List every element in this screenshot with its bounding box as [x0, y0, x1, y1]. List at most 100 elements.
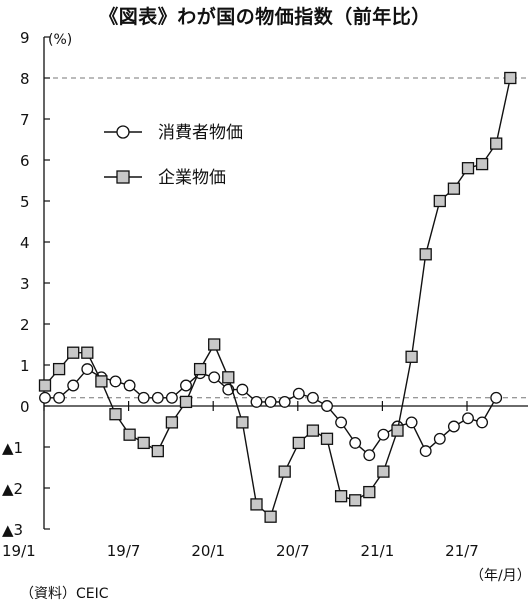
- data-point-square: [292, 436, 305, 450]
- data-point-circle: [405, 416, 418, 429]
- data-point-square: [179, 395, 193, 409]
- data-point-circle: [306, 391, 319, 404]
- data-point-circle: [81, 363, 94, 376]
- y-tick-label: 1: [20, 357, 30, 375]
- data-point-circle: [349, 436, 362, 449]
- data-point-square: [236, 416, 249, 429]
- data-point-circle: [180, 379, 192, 392]
- x-tick-label: 21/1: [361, 542, 395, 560]
- data-point-circle: [250, 395, 263, 408]
- data-point-circle: [377, 428, 390, 441]
- data-point-circle: [208, 371, 221, 384]
- y-tick-label: ▲3: [2, 521, 23, 539]
- data-point-square: [433, 194, 446, 208]
- x-tick-label: 19/7: [107, 542, 141, 560]
- data-point-square: [123, 428, 136, 441]
- data-point-square: [67, 346, 80, 359]
- x-tick-label: 21/7: [445, 542, 479, 560]
- data-point-square: [461, 162, 475, 175]
- data-point-circle: [462, 412, 474, 425]
- data-point-circle: [278, 395, 291, 408]
- data-point-square: [109, 408, 122, 421]
- data-point-circle: [137, 391, 150, 404]
- data-point-circle: [433, 432, 446, 445]
- y-axis-ticks: 9 8 7 6 5 4 3 2 1 0 ▲1 ▲2 ▲3: [2, 29, 50, 539]
- data-point-square: [165, 416, 179, 429]
- data-point-circle: [335, 416, 348, 429]
- data-point-circle: [490, 391, 503, 404]
- data-point-square: [222, 371, 235, 384]
- legend-marker-circle: [116, 125, 130, 139]
- data-point-circle: [165, 391, 178, 404]
- y-tick-label: 2: [20, 316, 30, 334]
- legend-marker-square: [116, 170, 130, 184]
- y-axis-unit: (%): [48, 32, 72, 48]
- data-point-square: [334, 490, 348, 503]
- y-tick-label: 4: [20, 234, 30, 252]
- data-point-circle: [67, 379, 80, 392]
- data-point-circle: [292, 387, 305, 400]
- x-axis-unit: （年/月）: [470, 568, 530, 584]
- series-cpi: [39, 363, 503, 462]
- series-line-1: [44, 77, 511, 518]
- data-point-square: [320, 432, 334, 445]
- y-tick-label: 5: [20, 193, 30, 211]
- data-point-square: [278, 465, 291, 478]
- reference-lines: [44, 77, 528, 399]
- data-point-circle: [109, 375, 122, 388]
- x-tick-label: 20/7: [276, 542, 310, 560]
- axes: [43, 37, 528, 529]
- data-point-square: [95, 375, 108, 388]
- y-tick-label: 7: [20, 111, 30, 129]
- source-note: （資料）CEIC: [20, 586, 109, 602]
- data-point-square: [504, 71, 517, 85]
- x-tick-label: 19/1: [2, 542, 36, 560]
- data-point-square: [52, 362, 66, 376]
- y-tick-label: 3: [20, 275, 30, 293]
- data-point-square: [151, 444, 164, 458]
- data-point-circle: [476, 416, 489, 429]
- legend-label: 消費者物価: [158, 123, 243, 143]
- y-tick-label: ▲2: [2, 480, 23, 498]
- data-point-square: [377, 465, 390, 478]
- data-point-circle: [447, 420, 460, 433]
- series-layer: [38, 71, 517, 523]
- data-point-square: [419, 248, 432, 261]
- x-axis-ticks: 19/1 19/7 20/1 20/7 21/1 21/7: [2, 401, 479, 560]
- data-point-square: [193, 362, 207, 376]
- data-point-square: [38, 379, 52, 392]
- y-tick-label: 8: [20, 70, 30, 88]
- y-tick-label: ▲1: [2, 439, 23, 457]
- data-point-square: [363, 485, 376, 499]
- chart-title: 《図表》わが国の物価指数（前年比）: [99, 6, 431, 28]
- data-point-square: [306, 424, 320, 437]
- data-point-circle: [264, 395, 277, 408]
- data-point-square: [208, 338, 221, 351]
- data-point-square: [490, 137, 503, 150]
- data-point-circle: [151, 391, 164, 404]
- data-point-square: [475, 157, 489, 171]
- data-point-square: [349, 494, 362, 507]
- data-point-circle: [236, 383, 249, 396]
- series-cgpi: [38, 71, 517, 523]
- data-point-square: [405, 350, 418, 363]
- data-point-square: [447, 182, 461, 195]
- data-point-square: [264, 510, 277, 523]
- data-point-circle: [419, 445, 432, 458]
- y-tick-label: 0: [20, 398, 30, 416]
- data-point-circle: [363, 449, 376, 462]
- data-point-circle: [39, 391, 51, 404]
- legend-label: 企業物価: [158, 168, 226, 188]
- data-point-circle: [321, 400, 333, 412]
- data-point-circle: [53, 391, 66, 404]
- data-point-square: [137, 436, 150, 450]
- data-point-circle: [123, 379, 136, 392]
- data-point-square: [81, 346, 94, 359]
- y-tick-label: 9: [20, 29, 30, 47]
- x-tick-label: 20/1: [191, 542, 225, 560]
- data-point-square: [250, 498, 263, 511]
- data-point-square: [391, 424, 404, 437]
- y-tick-label: 6: [20, 152, 30, 170]
